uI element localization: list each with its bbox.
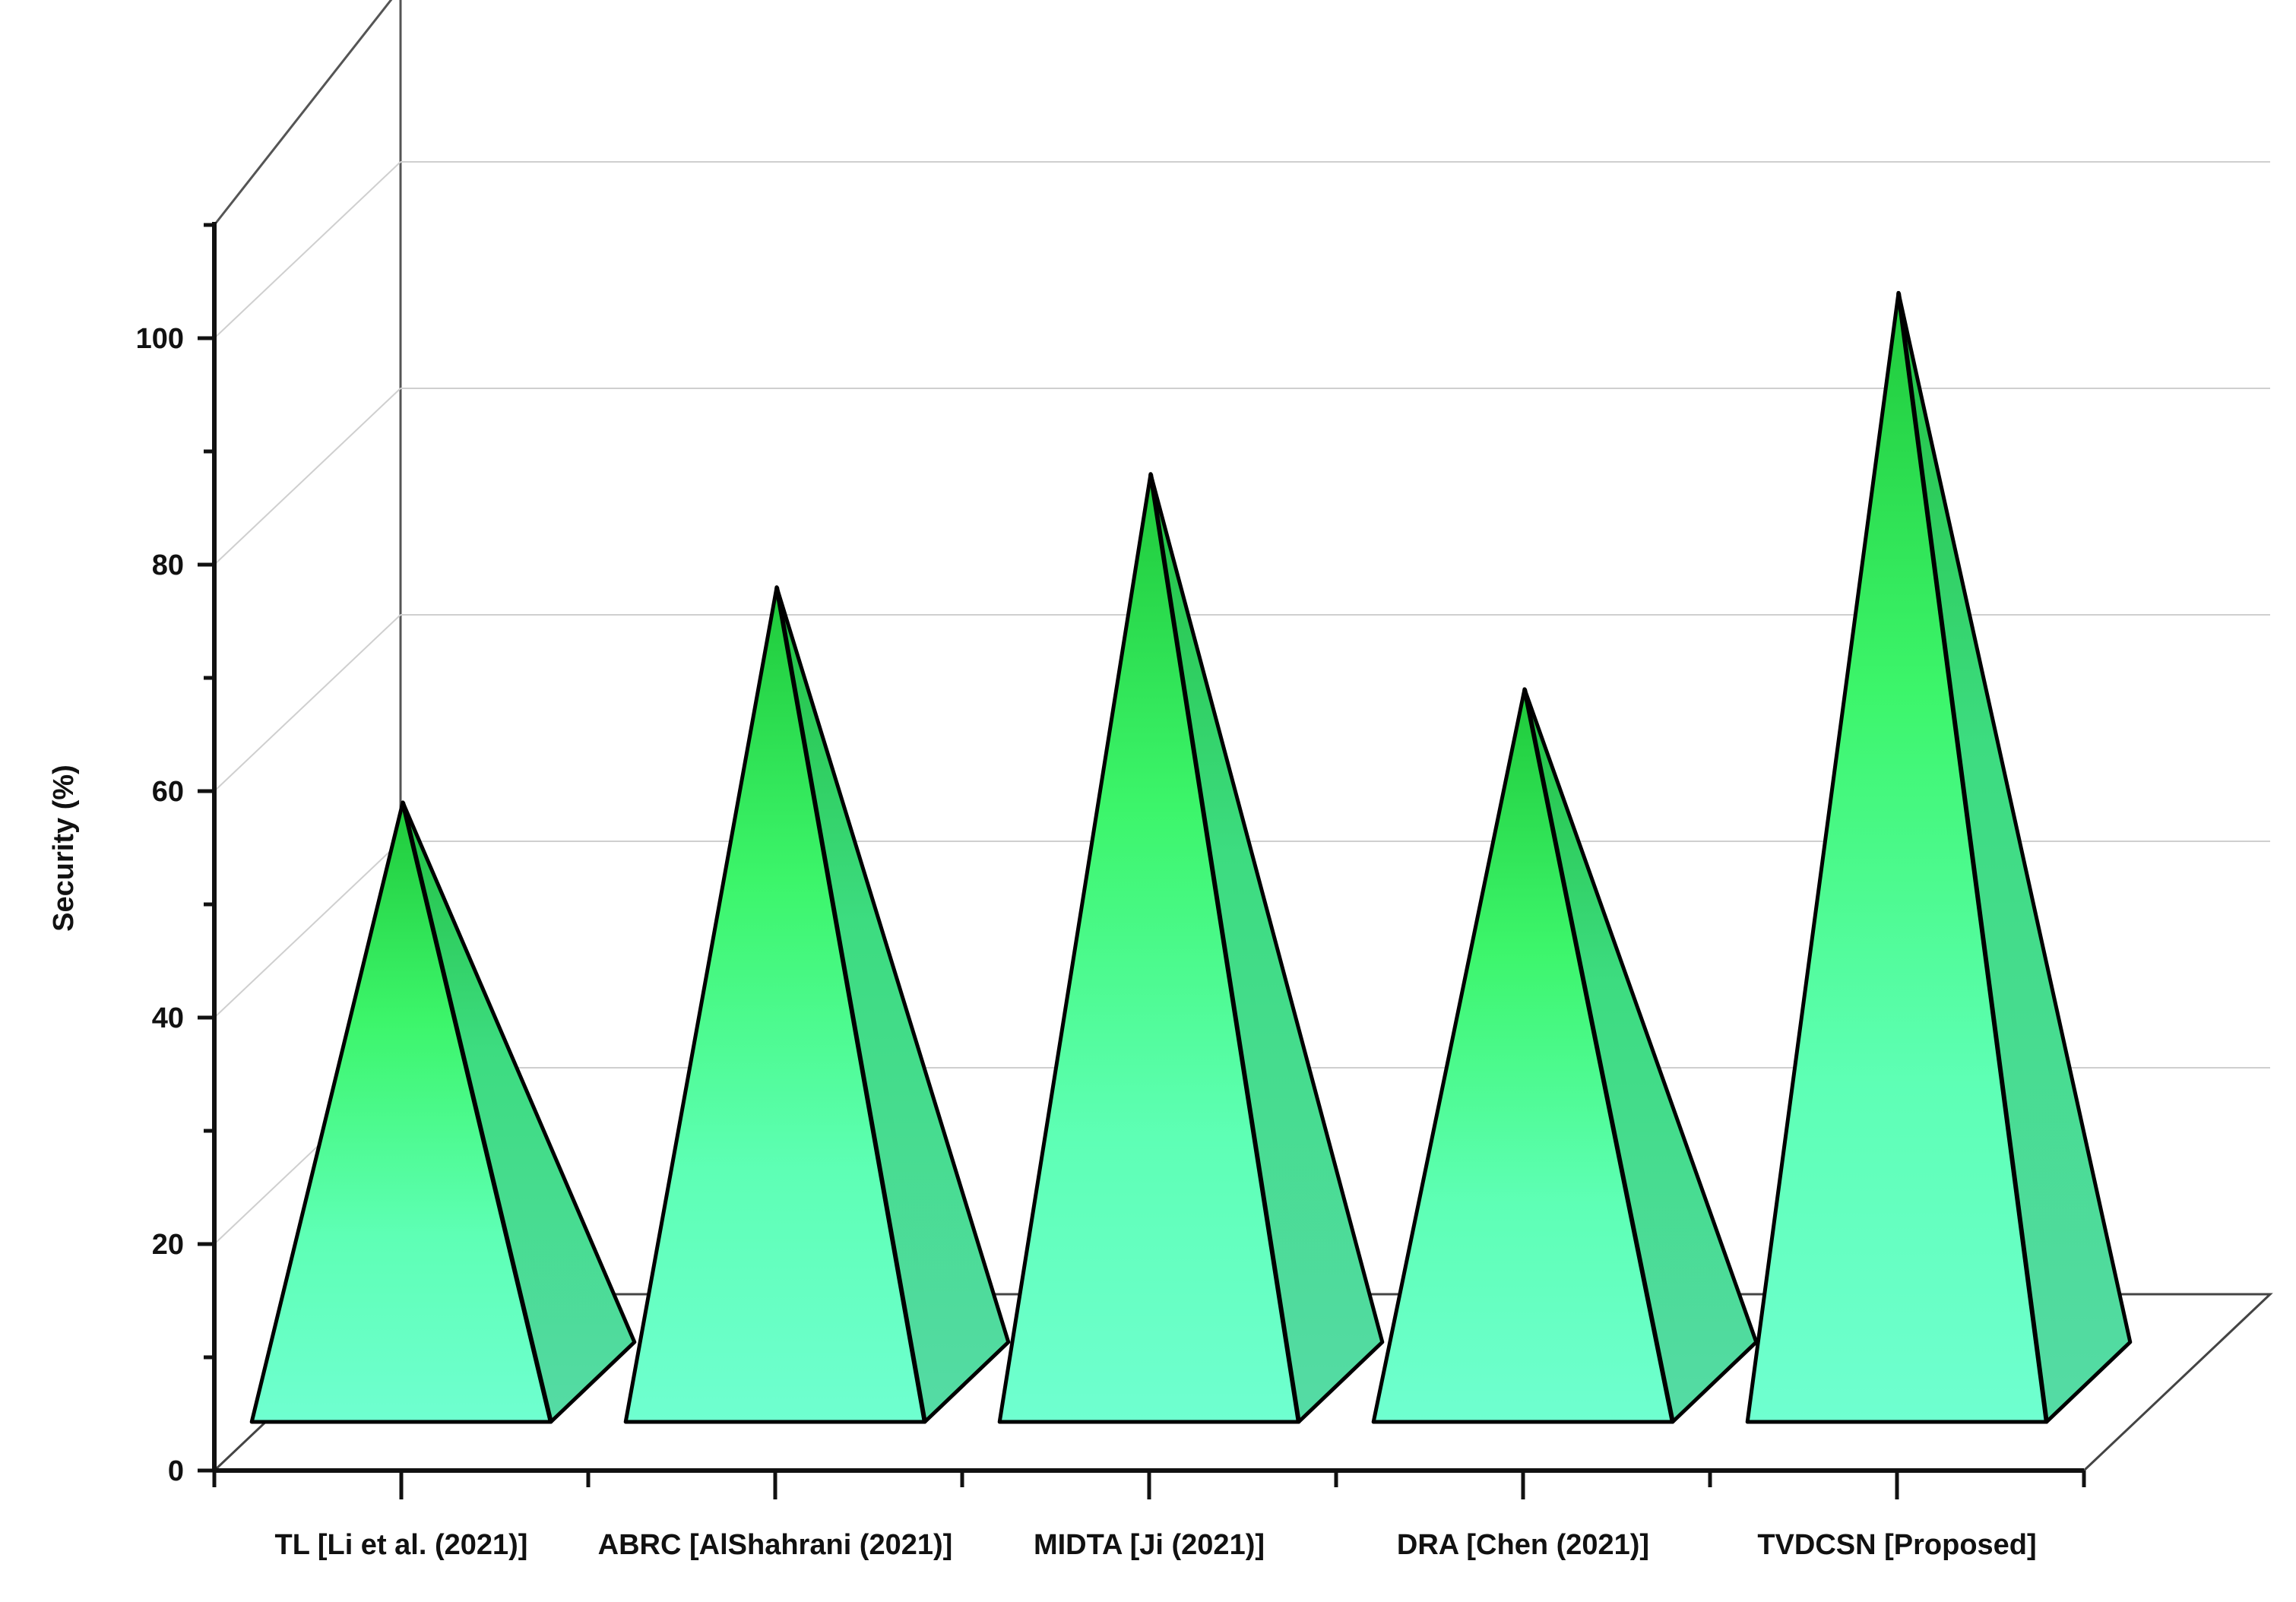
x-category-label: TL [Li et al. (2021)]: [275, 1529, 528, 1561]
y-tick-label: 20: [152, 1229, 184, 1261]
side-gridline: [214, 388, 401, 565]
y-tick-label: 40: [152, 1002, 184, 1034]
y-tick-label: 80: [152, 549, 184, 581]
pyramid-edge: [774, 587, 927, 1423]
pyramid-bar: [1371, 687, 1759, 1424]
side-gridline: [214, 161, 401, 339]
pyramid-edge: [1522, 689, 1675, 1423]
side-gridline: [214, 614, 401, 792]
pyramid-bar: [997, 472, 1385, 1424]
pyramid-bar: [249, 800, 637, 1424]
x-category-label: MIDTA [Ji (2021)]: [1034, 1529, 1265, 1561]
y-tick-label: 60: [152, 776, 184, 808]
y-tick-label: 0: [168, 1455, 184, 1487]
pyramid-edge: [1896, 293, 2049, 1423]
y-axis-title: Security (%): [48, 765, 80, 932]
axes: [198, 222, 2086, 1499]
pyramid-bar: [623, 585, 1011, 1424]
pyramid-edge: [1148, 473, 1301, 1423]
x-category-label: DRA [Chen (2021)]: [1397, 1529, 1649, 1561]
pyramid-edge: [401, 802, 553, 1423]
pyramid-bar: [1745, 290, 2133, 1424]
axis-labels: 0 20 40 60 80 100 TL [Li et al. (2021)] ABRC [A…: [136, 323, 2037, 1561]
x-category-label: TVDCSN [Proposed]: [1757, 1529, 2036, 1561]
side-gridline: [214, 841, 401, 1018]
x-category-label: ABRC [AlShahrani (2021)]: [598, 1529, 953, 1561]
back-wall-top-edge: [213, 0, 393, 226]
pyramid-bars: [249, 290, 2133, 1424]
y-tick-label: 100: [136, 323, 184, 355]
